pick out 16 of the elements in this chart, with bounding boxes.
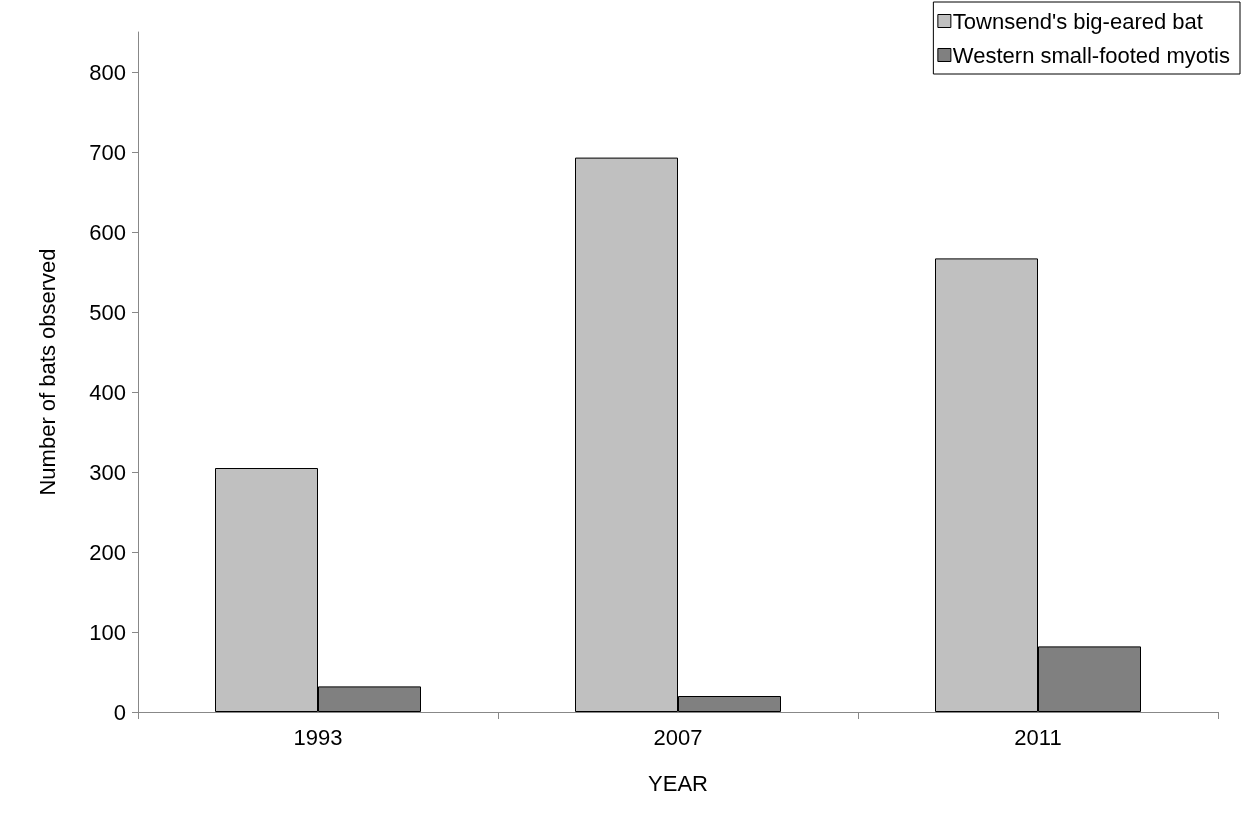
y-axis-title: Number of bats observed [34, 248, 60, 496]
y-tick-label: 300 [89, 459, 126, 485]
x-axis-title: YEAR [648, 770, 708, 796]
y-tick-label: 800 [89, 59, 126, 85]
legend-label: Western small-footed myotis [952, 42, 1231, 68]
y-tick-label: 0 [113, 699, 126, 725]
y-tick-label: 200 [89, 539, 126, 565]
y-tick-label: 600 [89, 219, 126, 245]
x-tick-label: 2007 [653, 724, 703, 750]
y-tick-label: 700 [89, 139, 126, 165]
legend-label: Townsend's big-eared bat [952, 8, 1203, 34]
y-tick-label: 500 [89, 299, 126, 325]
y-tick-label: 100 [89, 619, 126, 645]
x-tick-label: 2011 [1014, 724, 1062, 750]
x-tick-label: 1993 [293, 724, 343, 750]
y-tick-label: 400 [89, 379, 126, 405]
